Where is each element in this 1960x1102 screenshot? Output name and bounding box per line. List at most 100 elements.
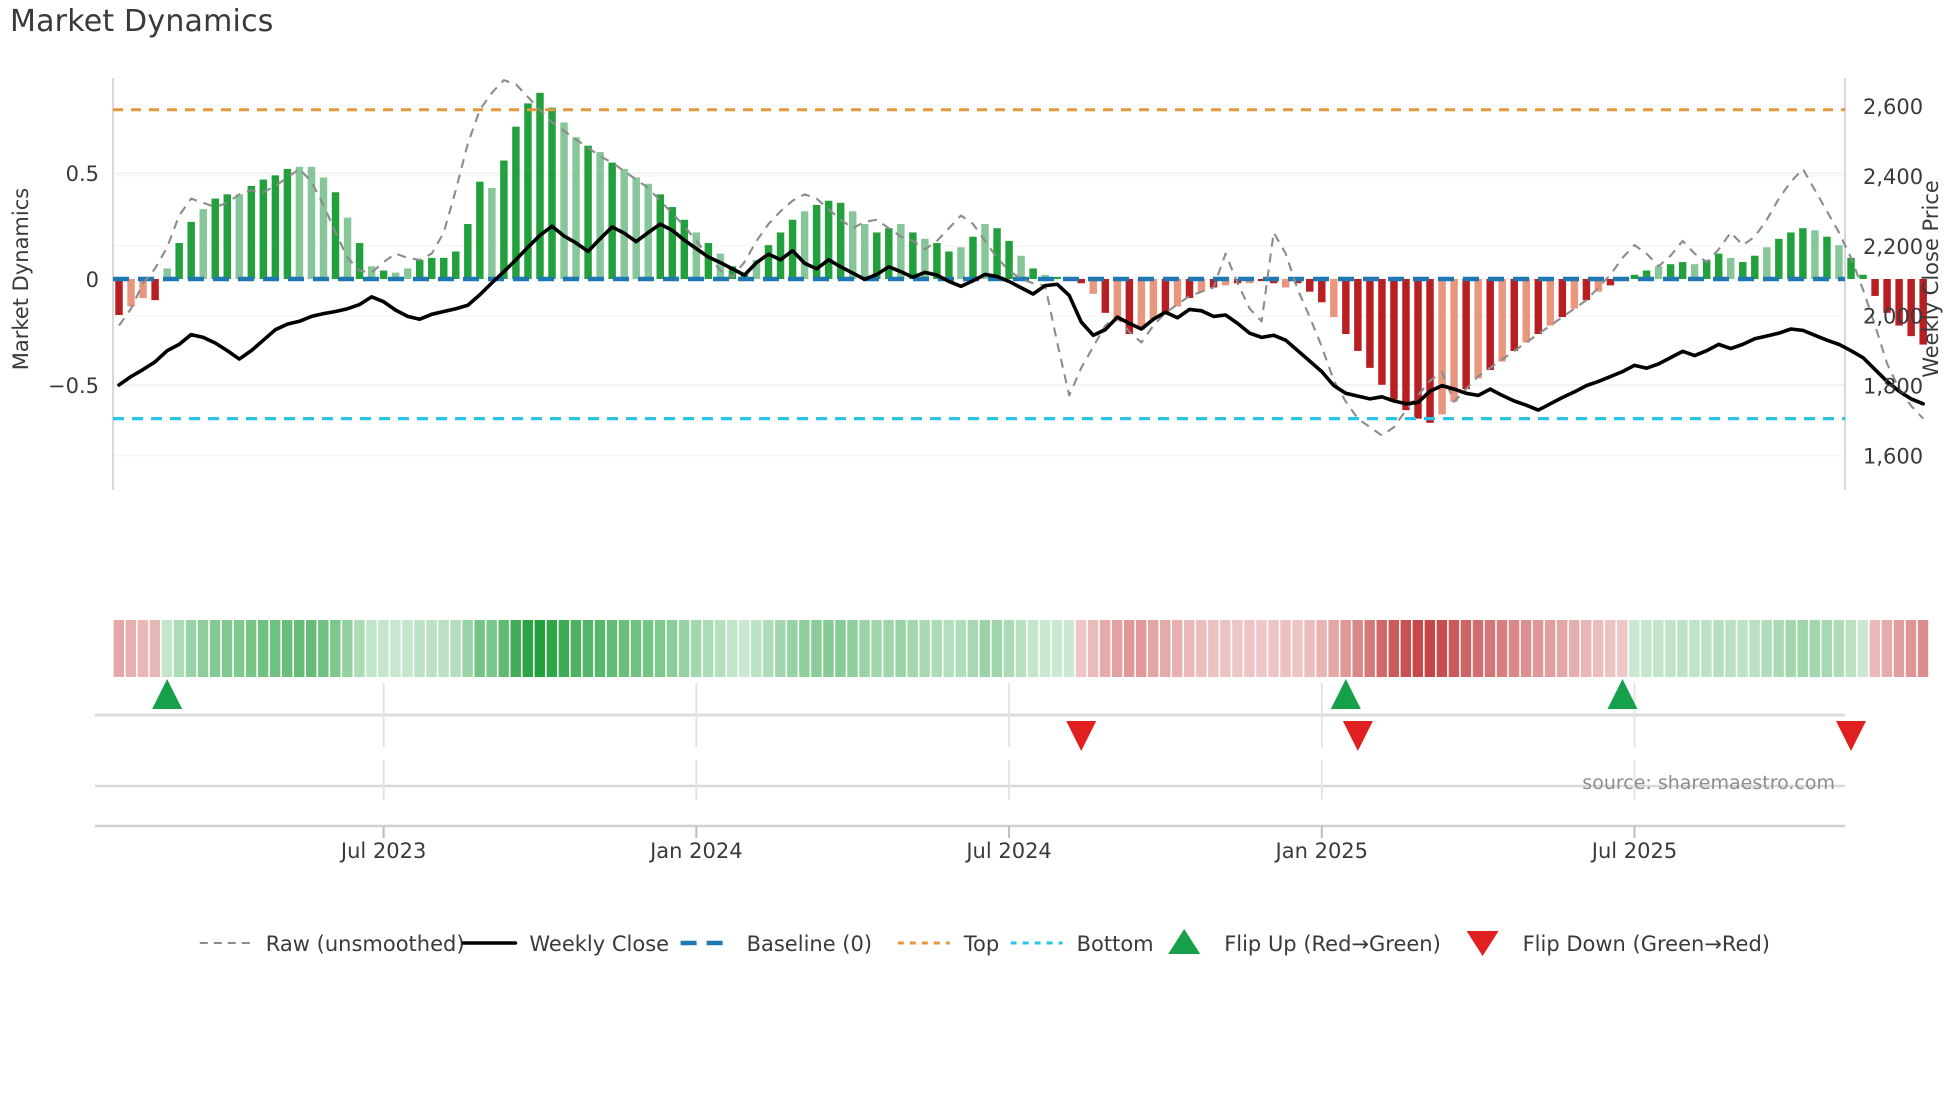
heatmap-cell [763,620,774,677]
legend-item-label: Flip Up (Red→Green) [1224,932,1441,956]
heatmap-cell [534,620,545,677]
bar [428,257,436,279]
legend-item[interactable]: Weekly Close [461,932,669,956]
bar [873,232,881,279]
heatmap-cell [991,620,1003,677]
bar [187,221,195,279]
bar [1570,279,1579,309]
legend-item[interactable]: Flip Down (Green→Red) [1466,931,1770,956]
heatmap-cell [1244,620,1255,677]
heatmap-cell [546,620,558,677]
heatmap-cell [919,620,930,677]
bar [692,232,701,279]
heatmap-cell [739,620,750,677]
legend-item[interactable]: Bottom [1010,932,1154,956]
heatmap-cell [1653,620,1664,677]
bar [1137,279,1146,330]
bar [415,259,424,279]
heatmap-cell [1761,620,1772,677]
legend-item[interactable]: Raw (unsmoothed) [199,932,465,956]
bar [1318,279,1326,303]
bar [488,188,496,279]
bar [1823,236,1831,279]
heatmap-cell [943,620,954,677]
bar [512,126,520,280]
flip-down-marker[interactable] [1066,721,1097,751]
bar [1642,270,1651,279]
heatmap-cell [883,620,894,677]
bar [1690,264,1699,279]
legend-item[interactable]: Flip Up (Red→Green) [1168,929,1441,956]
heatmap-cell [161,620,173,677]
left-axis-tick-label: 0 [86,268,99,292]
heatmap-cell [582,620,594,677]
heatmap-cell [1448,620,1460,677]
bar [1486,279,1494,370]
raw-unsmoothed-line [118,79,1924,437]
heatmap-cell [847,620,858,677]
heatmap-cell [137,620,149,677]
bar [1113,279,1122,322]
bar [921,238,929,279]
bar [367,266,376,279]
bar [1390,279,1398,400]
legend-item-label: Weekly Close [529,932,669,956]
flip-up-marker[interactable] [152,679,183,709]
bar [1005,240,1013,279]
heatmap-cell [438,620,449,677]
bar [668,207,677,279]
bar [1281,279,1290,288]
bar [897,223,905,279]
right-axis-tick-label: 2,200 [1863,235,1923,259]
heatmap-cell [1436,620,1448,677]
bar [1101,279,1110,313]
flip-down-marker[interactable] [1836,721,1867,751]
heatmap-cell [1292,620,1303,677]
bar [1257,279,1266,282]
heatmap-cell [1111,620,1123,677]
heatmap-cell [498,620,509,677]
heatmap-cell [895,620,906,677]
bar [500,160,508,279]
heatmap-cell [1797,620,1808,677]
heatmap-cell [1123,620,1135,677]
bar [1330,279,1338,318]
flip-down-marker[interactable] [1342,721,1373,751]
bar [716,253,725,279]
flip-up-marker[interactable] [1330,679,1361,709]
heatmap-cell [690,620,702,677]
legend-item[interactable]: Top [897,932,999,956]
bar [1474,279,1482,379]
heatmap-cell [1713,620,1724,677]
heatmap-cell [1232,620,1243,677]
heatmap-cell [835,620,846,677]
heatmap-cell [1701,620,1712,677]
heatmap-cell [1268,620,1279,677]
legend-item[interactable]: Baseline (0) [680,932,872,956]
bar [1414,279,1422,419]
bar [452,251,460,279]
heatmap-cell [1075,620,1087,677]
bar [1029,268,1037,279]
heatmap-cell [1508,620,1520,677]
flip-up-marker[interactable] [1607,679,1638,709]
heatmap-cell [630,620,642,677]
bar [560,122,568,279]
bar [235,194,244,279]
heatmap-cell [1160,620,1171,677]
heatmap-cell [1472,620,1484,677]
bar [836,202,845,279]
bar [343,217,352,279]
heatmap-cell [1316,620,1327,677]
bar [1787,232,1795,279]
bar [1185,279,1194,299]
heatmap-cell [1544,620,1556,677]
heatmap-cell [570,620,582,677]
left-axis-tick-label: 0.5 [66,162,99,186]
legend-triangle-up-icon [1168,929,1201,954]
bar [1402,279,1410,411]
bar [355,243,364,279]
bar [596,152,604,279]
heatmap-cell [654,620,666,677]
bar [247,185,256,279]
